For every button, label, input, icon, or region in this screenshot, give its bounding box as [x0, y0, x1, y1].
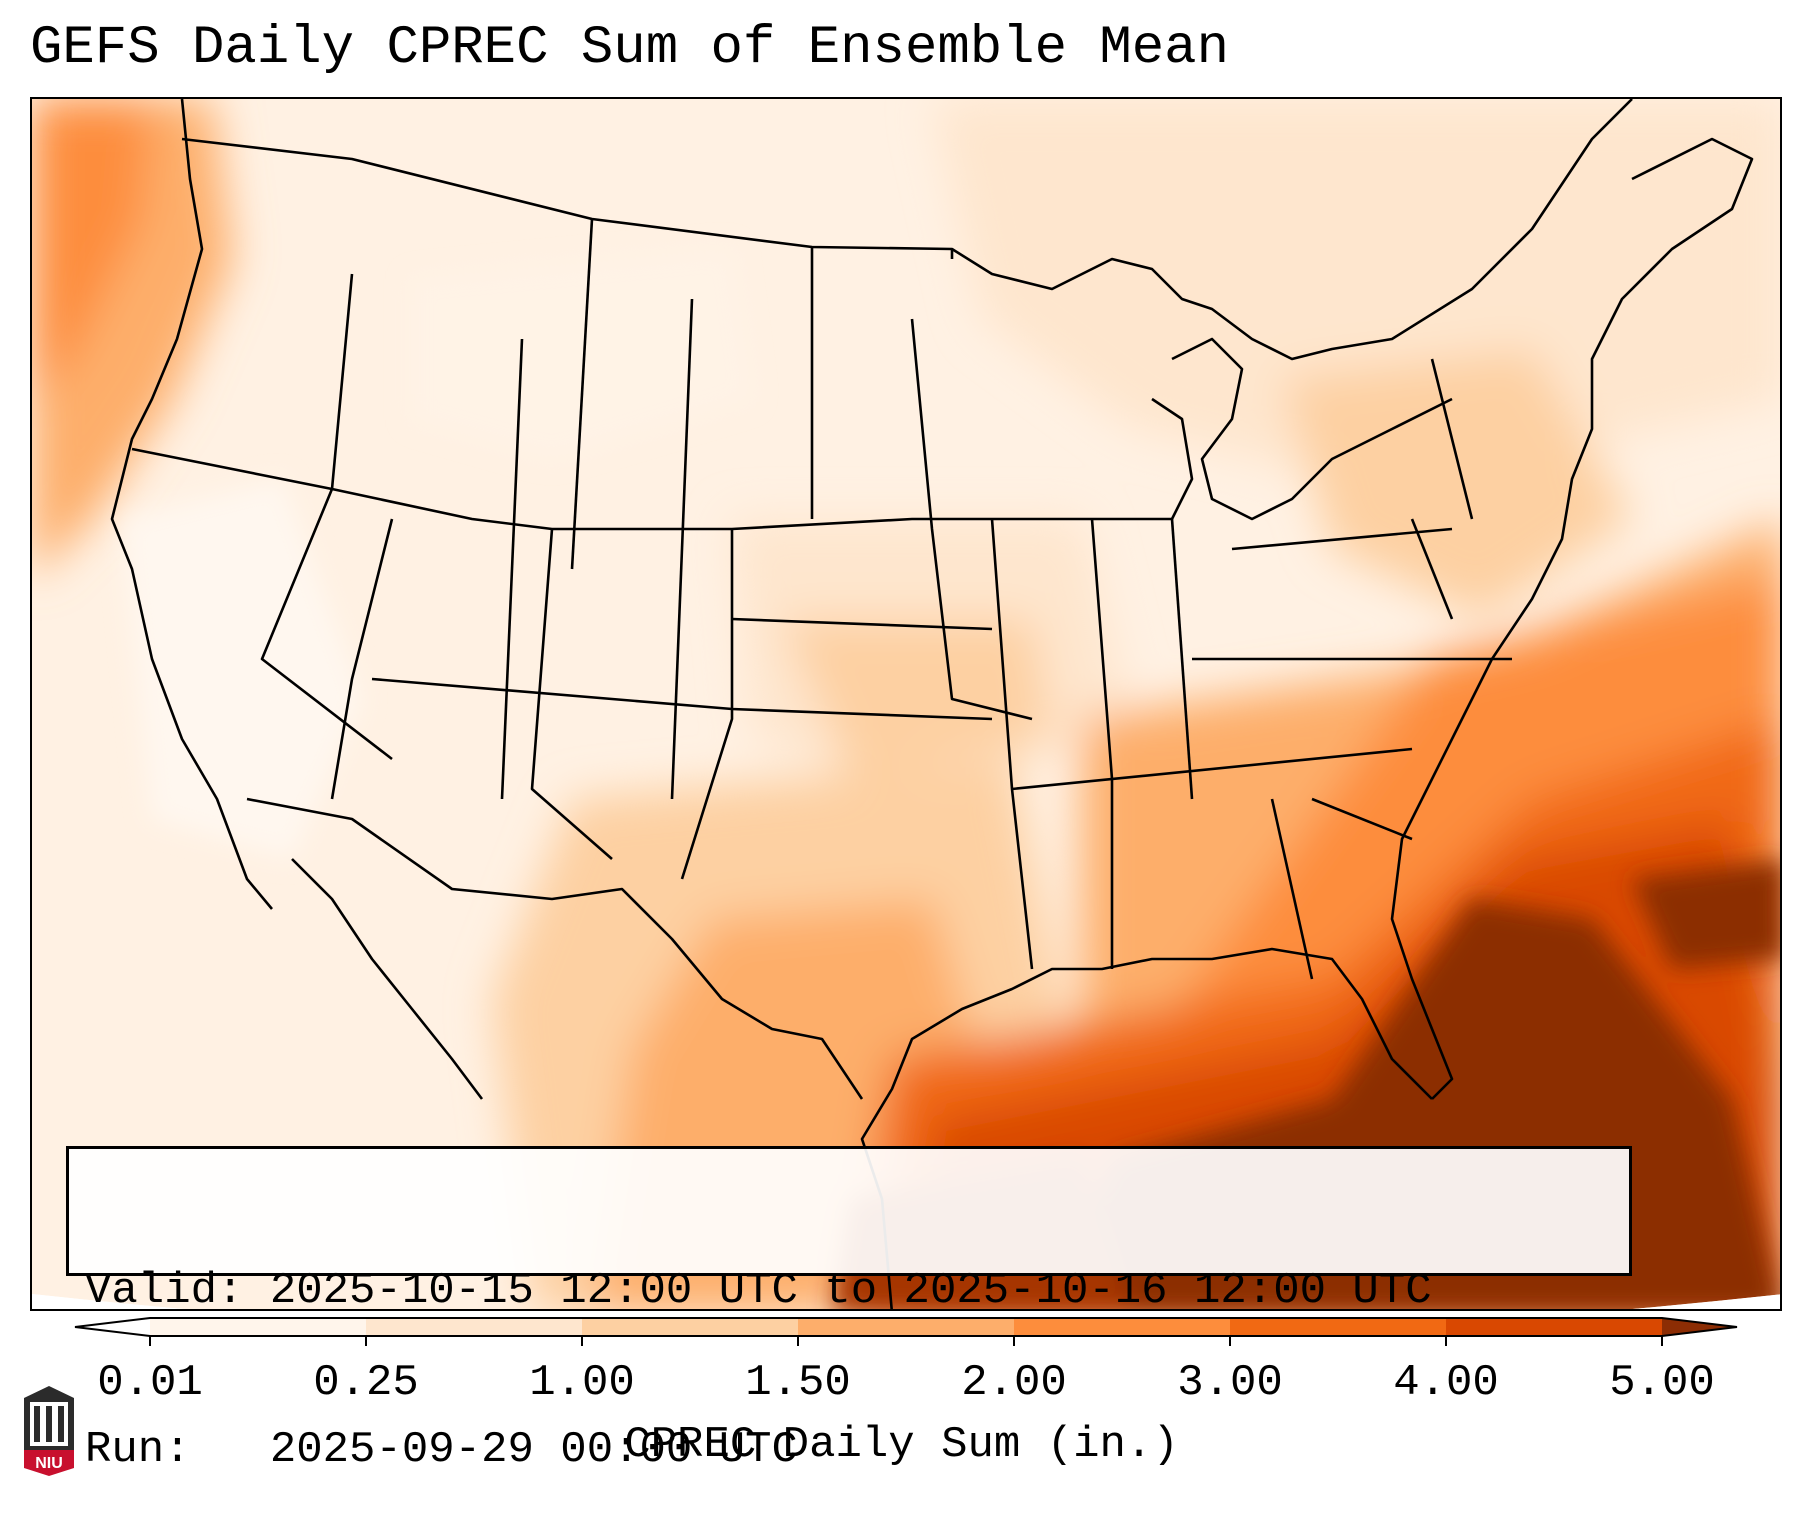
- colorbar-segment: [150, 1318, 367, 1336]
- valid-label: Valid:: [85, 1266, 244, 1316]
- colorbar-tick-label: 0.01: [97, 1358, 203, 1408]
- colorbar-segment: [1014, 1318, 1231, 1336]
- colorbar-tick-label: 1.50: [745, 1358, 851, 1408]
- colorbar-tick-label: 1.00: [529, 1358, 635, 1408]
- precip-map: [30, 97, 1782, 1311]
- state-boundaries: [110, 99, 1754, 1309]
- colorbar-segment: [1446, 1318, 1663, 1336]
- map-title: GEFS Daily CPREC Sum of Ensemble Mean: [30, 18, 1229, 79]
- colorbar-segment: [366, 1318, 583, 1336]
- colorbar-label: CPREC Daily Sum (in.): [624, 1420, 1179, 1470]
- colorbar: [74, 1317, 1738, 1346]
- colorbar-segment: [582, 1318, 799, 1336]
- colorbar-tick-label: 5.00: [1609, 1358, 1715, 1408]
- colorbar-tick-label: 2.00: [961, 1358, 1067, 1408]
- niu-logo-icon: NIU: [24, 1386, 74, 1476]
- svg-text:NIU: NIU: [35, 1455, 63, 1472]
- colorbar-tick-label: 4.00: [1393, 1358, 1499, 1408]
- colorbar-tick-label: 3.00: [1177, 1358, 1283, 1408]
- colorbar-tick-label: 0.25: [313, 1358, 419, 1408]
- colorbar-extend-min: [75, 1318, 150, 1336]
- precip-field: [32, 99, 1780, 1309]
- valid-run-box: Valid: 2025-10-15 12:00 UTC to 2025-10-1…: [66, 1146, 1632, 1475]
- colorbar-segment: [798, 1318, 1015, 1336]
- run-line: Run: 2025-09-29 00:00 UTC: [85, 1424, 1613, 1477]
- colorbar-segment: [1230, 1318, 1447, 1336]
- map-canvas: [32, 99, 1780, 1309]
- valid-value: 2025-10-15 12:00 UTC to 2025-10-16 12:00…: [269, 1266, 1432, 1316]
- run-value: 2025-09-29 00:00 UTC: [269, 1425, 798, 1475]
- valid-line: Valid: 2025-10-15 12:00 UTC to 2025-10-1…: [85, 1265, 1613, 1318]
- run-label: Run:: [85, 1425, 244, 1475]
- colorbar-extend-max: [1662, 1318, 1737, 1336]
